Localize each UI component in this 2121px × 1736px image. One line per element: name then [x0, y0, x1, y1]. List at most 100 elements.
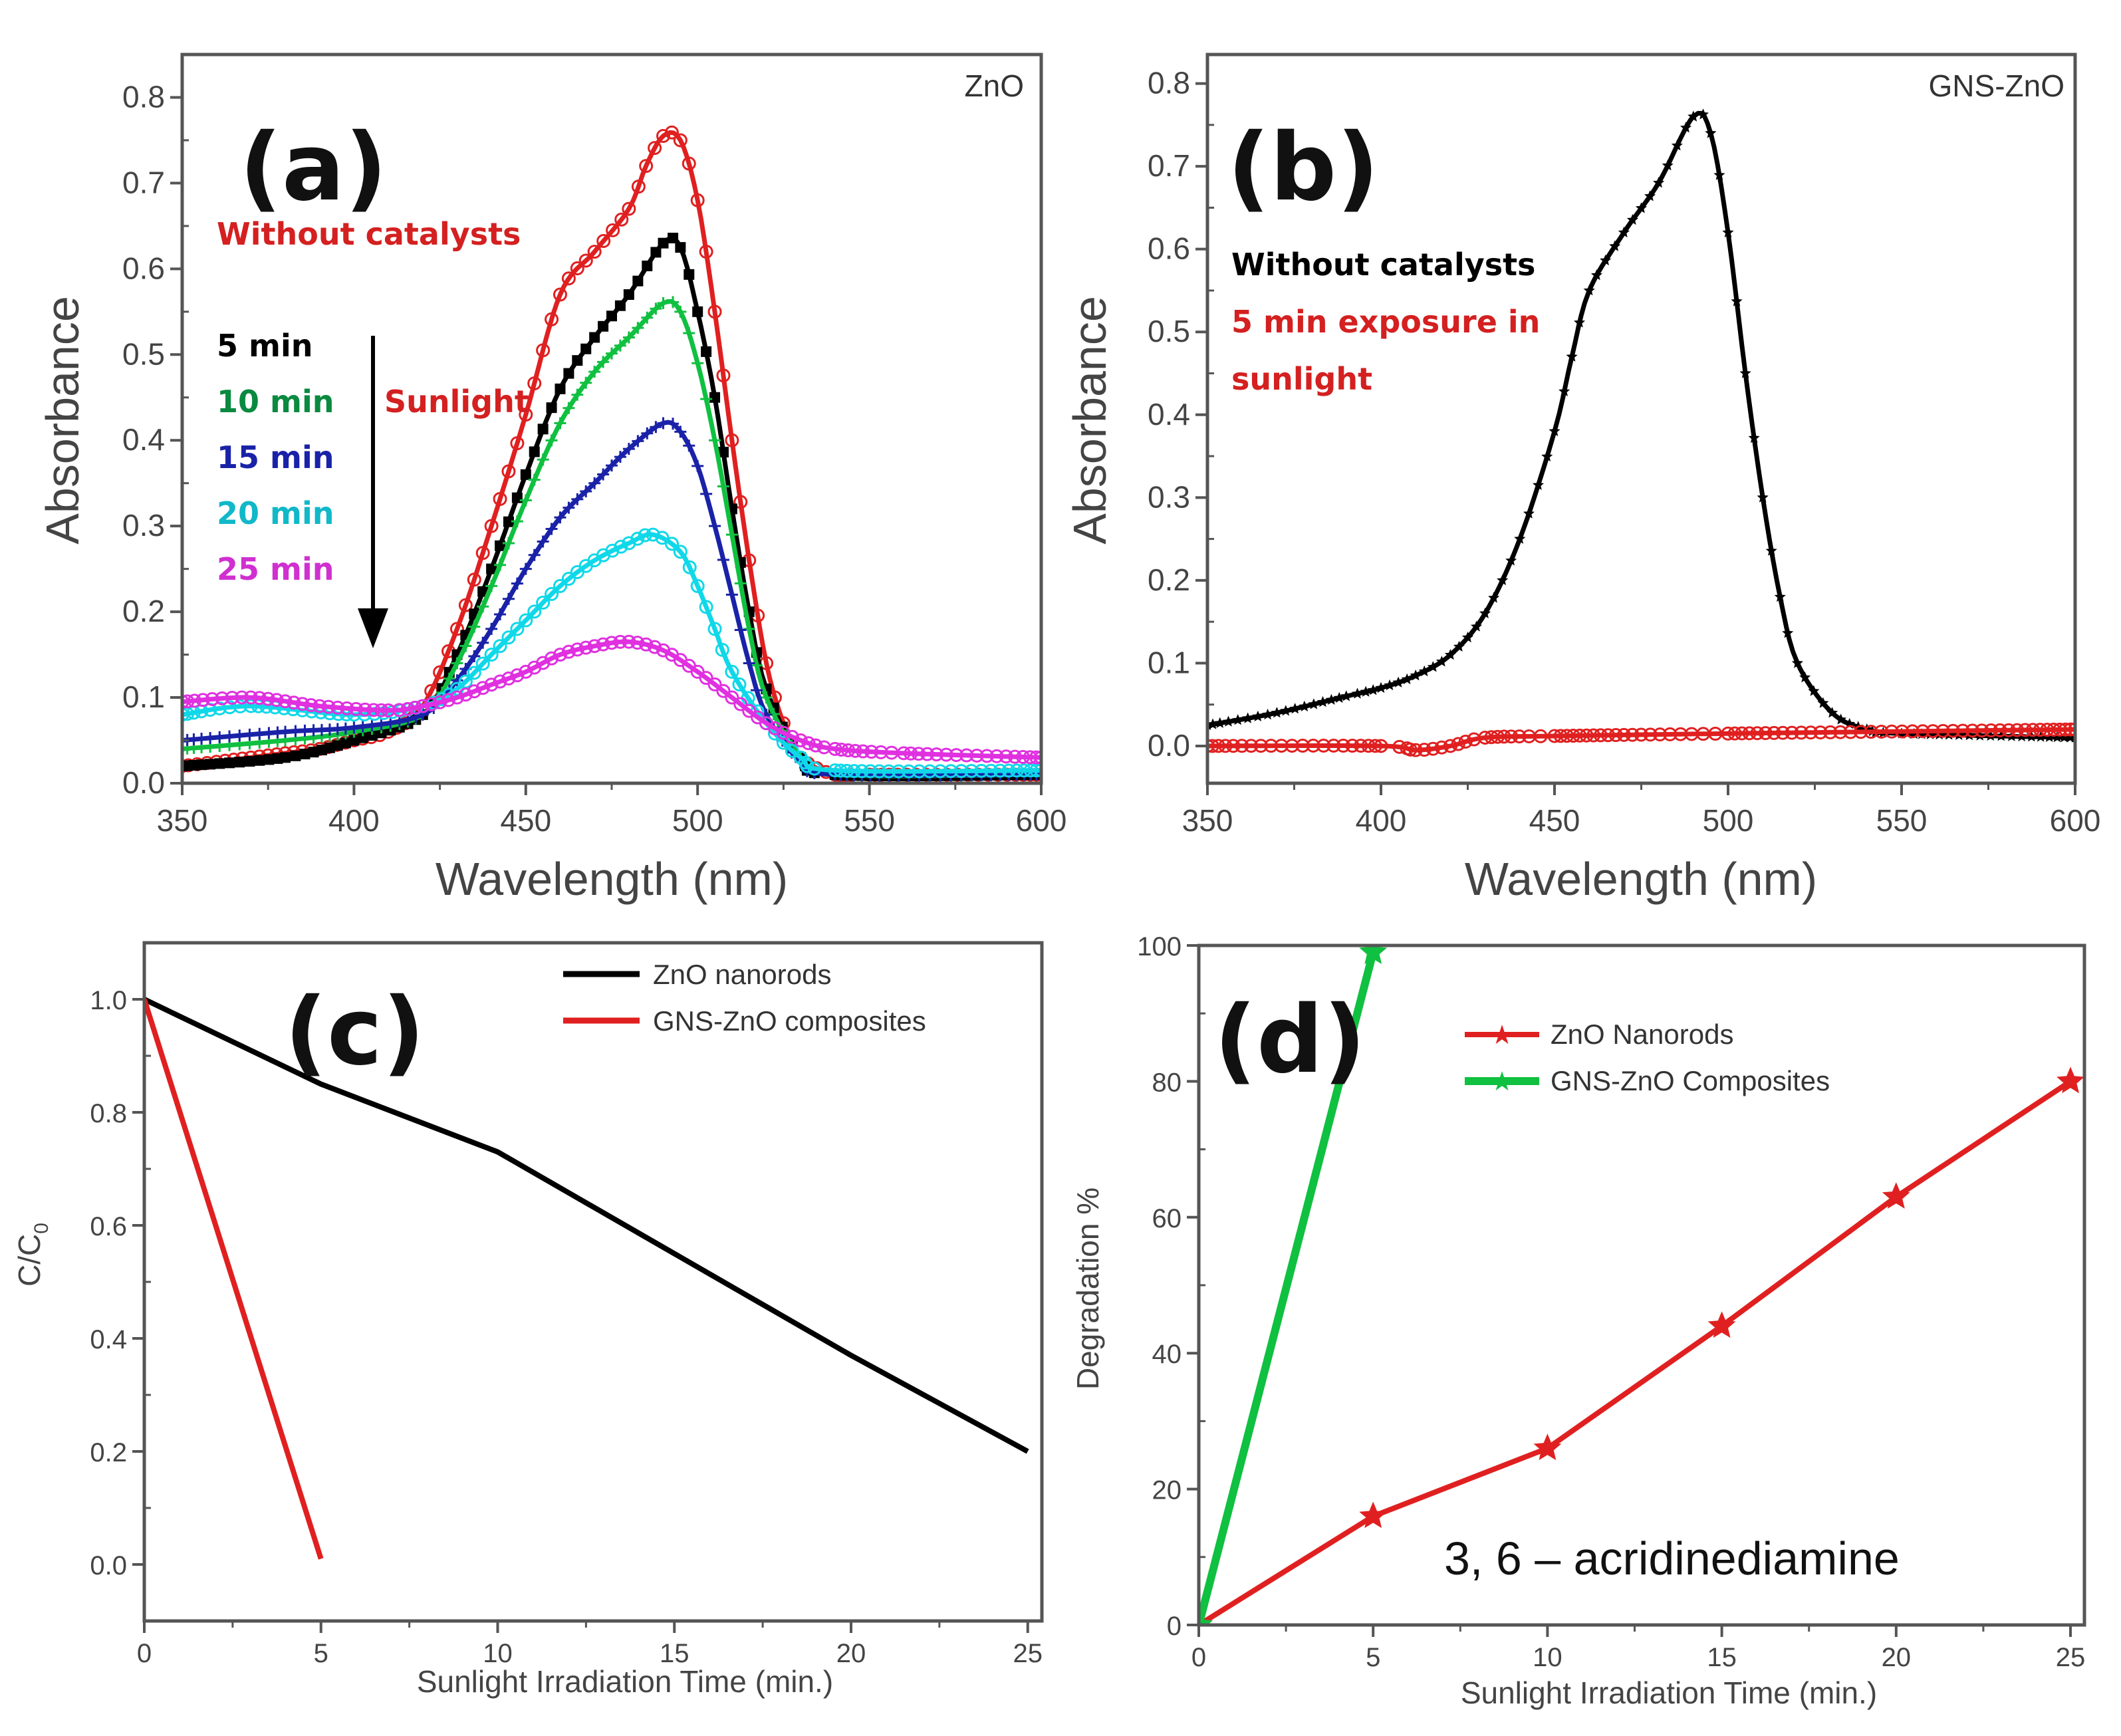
series-5-min-exposure-in-sunlight-marker	[1443, 739, 1457, 753]
corner-label-zno: ZnO	[965, 68, 1024, 103]
series-gns-zno-composites-line	[144, 998, 324, 1560]
series-20-min-marker	[536, 595, 551, 610]
series-25-min-marker	[1034, 750, 1041, 765]
series-5-min-marker	[606, 310, 617, 322]
series-5-min-marker	[332, 740, 343, 751]
series-without-catalysts-marker	[1352, 687, 1364, 699]
x-tick-label: 550	[844, 803, 895, 838]
series-10-min-marker	[650, 303, 662, 315]
series-5-min-exposure-in-sunlight-marker	[2018, 723, 2033, 737]
y-tick-label: 0.0	[1148, 728, 1190, 763]
x-tick-label: 0	[137, 1639, 152, 1668]
series-without-catalysts-marker	[2051, 731, 2063, 743]
series-25-min-marker	[776, 725, 791, 740]
series-5-min-exposure-in-sunlight-marker	[1512, 729, 1527, 744]
annotation-20min: 20 min	[217, 495, 334, 531]
series-25-min-marker	[856, 744, 870, 759]
series-25-min-marker	[252, 691, 267, 705]
series-20-min-marker	[638, 528, 652, 543]
annotation-25min: 25 min	[217, 551, 334, 587]
series-5-min-marker	[709, 392, 721, 403]
series-without-catalysts-marker	[1748, 432, 1760, 443]
series-20-min-marker	[605, 543, 620, 558]
series-10-min-marker	[641, 311, 654, 324]
series-5-min-exposure-in-sunlight-marker	[1374, 739, 1388, 753]
series-5-min-marker	[658, 237, 669, 249]
series-without-catalysts-marker	[1635, 202, 1648, 213]
series-25-min-marker	[949, 748, 963, 763]
x-tick-label: 350	[157, 803, 208, 838]
series-5-min-exposure-in-sunlight-marker	[1643, 727, 1658, 742]
series-25-min-marker	[930, 747, 944, 762]
y-axis-title: Degradation %	[1070, 1187, 1105, 1390]
series-without-catalysts-marker	[1808, 685, 1820, 696]
series-10-min-marker	[485, 580, 498, 592]
x-tick-label: 350	[1182, 803, 1233, 838]
series-without-catalysts-marker	[1375, 682, 1387, 693]
series-without-catalysts-marker	[1360, 685, 1372, 697]
series-10-min-marker	[545, 434, 558, 447]
series-5-min-exposure-in-sunlight-marker	[1926, 724, 1940, 739]
series-20-min-marker	[673, 545, 687, 559]
series-group	[144, 997, 1029, 1560]
series-without-catalysts-marker	[1262, 708, 1274, 720]
series-5-min-exposure-in-sunlight-marker	[1955, 723, 1970, 738]
series-without-catalysts-marker	[1340, 690, 1352, 701]
series-5-min-marker	[580, 343, 592, 354]
series-group	[1207, 108, 2075, 757]
series-20-min-marker	[1009, 763, 1024, 778]
series-20-min-marker	[493, 639, 507, 654]
series-15-min-marker	[366, 719, 378, 732]
series-5-min-marker	[572, 355, 583, 366]
series-20-min-marker	[251, 699, 266, 713]
series-20-min-marker	[833, 763, 848, 778]
y-tick-label: 0.2	[122, 594, 165, 628]
series-without-catalysts-marker	[1705, 127, 1717, 138]
series-10-min-marker	[674, 305, 687, 318]
series-5-min-exposure-in-sunlight-marker	[2063, 722, 2075, 737]
series-20-min-marker	[1034, 763, 1041, 778]
series-25-min-marker	[578, 640, 593, 655]
series-25-min-marker	[408, 700, 422, 715]
series-25-min-marker	[195, 693, 210, 707]
series-5-min-marker	[280, 752, 291, 763]
series-25-min-marker	[484, 678, 499, 692]
series-20-min-marker	[954, 764, 969, 779]
series-5-min-exposure-in-sunlight-marker	[1458, 734, 1473, 749]
series-5-min-exposure-in-sunlight-marker	[2068, 722, 2075, 737]
y-tick-label: 0.3	[122, 508, 165, 543]
series-5-min-exposure-in-sunlight-marker	[1854, 725, 1868, 739]
series-without-catalysts-marker	[1280, 705, 1292, 716]
series-25-min-marker	[864, 745, 879, 759]
series-25-min-marker	[269, 693, 284, 707]
series-5-min-exposure-in-sunlight-marker	[1864, 725, 1878, 739]
series-25-min-marker	[874, 745, 888, 759]
series-10-min-marker	[502, 537, 515, 549]
series-20-min-marker	[707, 622, 722, 636]
x-tick-label: 550	[1876, 803, 1928, 838]
series-15-min-marker	[554, 511, 566, 524]
series-25-min-marker	[349, 701, 364, 716]
series-20-min-marker	[561, 572, 576, 586]
series-5-min-exposure-in-sunlight-marker	[1579, 728, 1594, 743]
series-without-catalysts-marker	[1731, 295, 1743, 307]
series-5-min-exposure-in-sunlight-marker	[1368, 739, 1382, 753]
series-15-min-marker	[632, 435, 644, 447]
series-without-catalysts-marker	[475, 546, 490, 560]
series-5-min-exposure-in-sunlight-marker	[1490, 729, 1505, 744]
series-20-min-marker	[484, 648, 499, 662]
series-5-min-marker	[675, 242, 686, 253]
series-10-min-marker	[528, 473, 541, 486]
x-tick-label: 400	[328, 803, 380, 838]
series-20-min-marker	[882, 764, 896, 779]
series-5-min-marker	[563, 368, 574, 379]
series-10-min-marker	[443, 672, 455, 685]
series-25-min-marker	[553, 648, 567, 662]
series-5-min-exposure-in-sunlight-marker	[1727, 726, 1742, 741]
series-5-min-exposure-in-sunlight-marker	[1403, 742, 1418, 757]
series-20-min-marker	[467, 666, 481, 680]
series-10-min-marker	[571, 388, 584, 401]
series-5-min-exposure-in-sunlight-marker	[1758, 726, 1773, 741]
series-10-min-marker	[691, 357, 704, 370]
